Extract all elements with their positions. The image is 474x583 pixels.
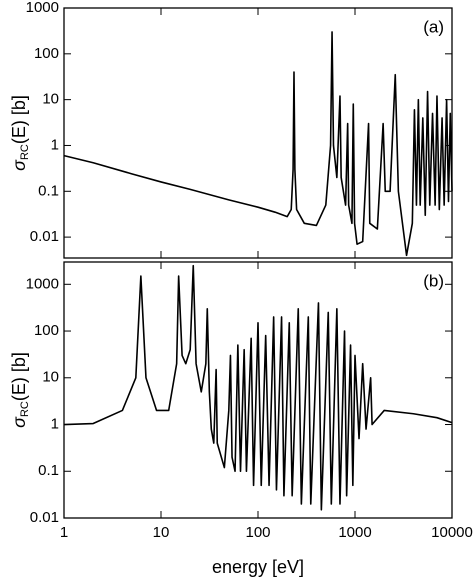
plot-frame [63, 261, 453, 519]
y-tick-label: 0.1 [38, 182, 59, 199]
y-tick-label: 100 [34, 45, 59, 62]
y-tick-label: 1000 [26, 275, 59, 292]
y-tick-label: 1 [51, 415, 59, 432]
y-label-rest: (E) [b] [9, 95, 29, 144]
y-tick-label: 0.01 [30, 228, 59, 245]
y-tick-label: 1 [51, 136, 59, 153]
y-label-symbol: σ [9, 159, 29, 171]
x-tick-label: 10000 [431, 524, 473, 541]
y-tick-label: 0.01 [30, 509, 59, 526]
y-axis-label: σRC(E) [b] [9, 95, 31, 171]
y-tick-label: 10 [42, 91, 59, 108]
y-tick-label: 0.1 [38, 462, 59, 479]
y-axis-label: σRC(E) [b] [9, 352, 31, 428]
y-tick-label: 1000 [26, 0, 59, 16]
panel-label: (b) [423, 271, 444, 290]
y-tick-label: 100 [34, 322, 59, 339]
x-axis-label: energy [eV] [212, 557, 304, 577]
x-tick-label: 1000 [338, 524, 371, 541]
y-label-subscript: RC [19, 144, 31, 160]
x-tick-label: 100 [245, 524, 270, 541]
y-label-subscript: RC [19, 401, 31, 417]
x-tick-label: 1 [60, 524, 68, 541]
y-tick-label: 10 [42, 369, 59, 386]
x-tick-label: 10 [153, 524, 170, 541]
plot-frame [63, 7, 453, 259]
panel-label: (a) [423, 17, 444, 36]
y-label-symbol: σ [9, 416, 29, 428]
cross-section-line [63, 31, 453, 257]
y-label-rest: (E) [b] [9, 352, 29, 401]
cross-section-line [63, 264, 453, 511]
